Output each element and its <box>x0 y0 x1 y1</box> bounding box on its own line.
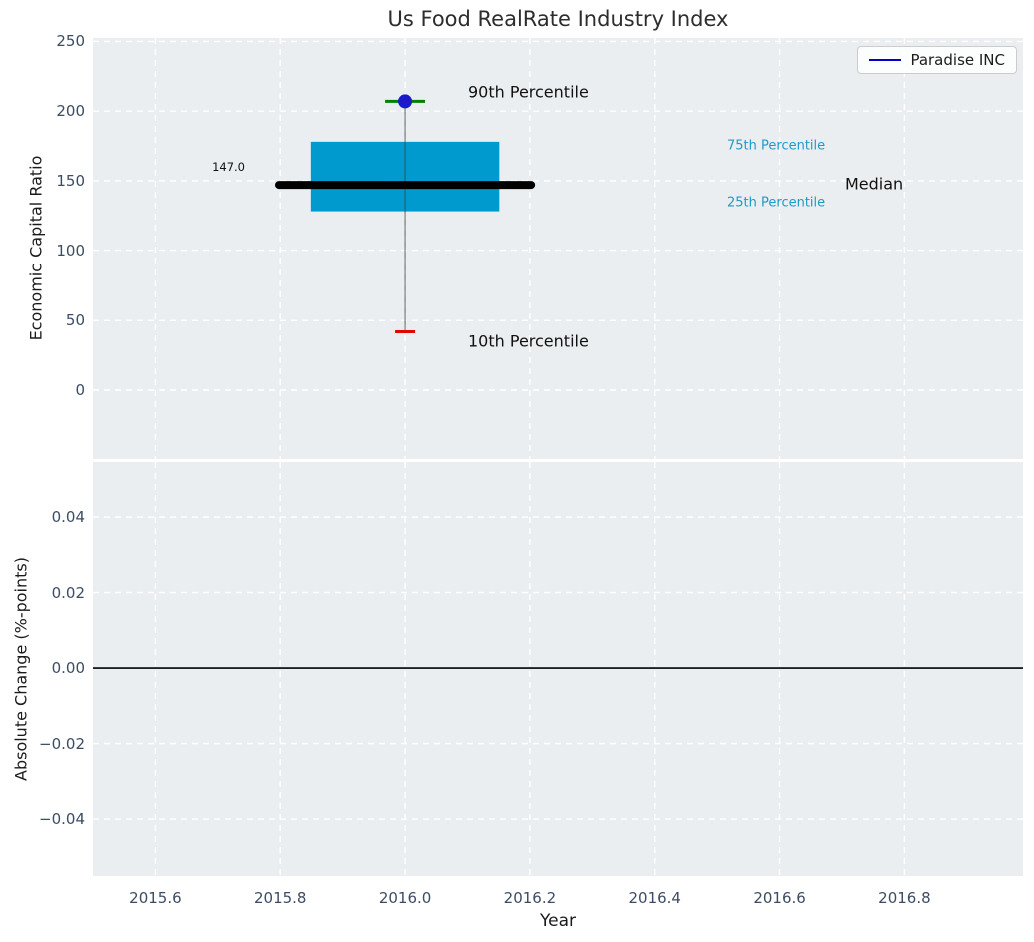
annotation-25th-percentile: 25th Percentile <box>727 195 826 211</box>
y-tick-label: 0.00 <box>51 659 85 678</box>
median-value-label: 147.0 <box>212 160 245 174</box>
top-y-axis-label: Economic Capital Ratio <box>26 155 46 341</box>
p90-marker-dot <box>398 94 413 109</box>
legend: Paradise INC <box>857 46 1017 74</box>
y-tick-label: −0.02 <box>39 734 85 753</box>
annotation-median: Median <box>845 174 904 194</box>
y-tick-label: −0.04 <box>39 810 85 828</box>
annotation-90th-percentile: 90th Percentile <box>468 82 589 102</box>
top-axes-background <box>93 38 1023 459</box>
legend-label: Paradise INC <box>910 51 1005 69</box>
x-tick-label: 2016.2 <box>503 889 557 907</box>
annotation-10th-percentile: 10th Percentile <box>468 331 589 351</box>
x-tick-label: 2016.6 <box>753 889 806 907</box>
x-tick-label: 2016.0 <box>378 889 432 907</box>
x-tick-label: 2015.8 <box>253 889 307 907</box>
chart-title: Us Food RealRate Industry Index <box>387 7 729 31</box>
y-tick-label: 0 <box>75 380 85 399</box>
y-tick-label: 200 <box>56 102 85 121</box>
x-tick-label: 2016.8 <box>878 889 931 907</box>
y-tick-label: 0.04 <box>51 508 85 527</box>
y-tick-label: 100 <box>56 241 85 260</box>
y-tick-label: 50 <box>65 311 85 330</box>
bottom-y-axis-label: Absolute Change (%-points) <box>11 557 31 781</box>
x-tick-label: 2015.6 <box>129 889 182 907</box>
y-tick-label: 250 <box>56 32 85 51</box>
bottom-axes-background <box>93 462 1023 876</box>
x-tick-label: 2016.4 <box>628 889 681 907</box>
x-axis-label: Year <box>540 911 576 931</box>
annotation-75th-percentile: 75th Percentile <box>727 138 826 154</box>
y-tick-label: 150 <box>56 171 85 190</box>
legend-line-icon <box>869 59 902 61</box>
y-tick-label: 0.02 <box>51 583 85 602</box>
